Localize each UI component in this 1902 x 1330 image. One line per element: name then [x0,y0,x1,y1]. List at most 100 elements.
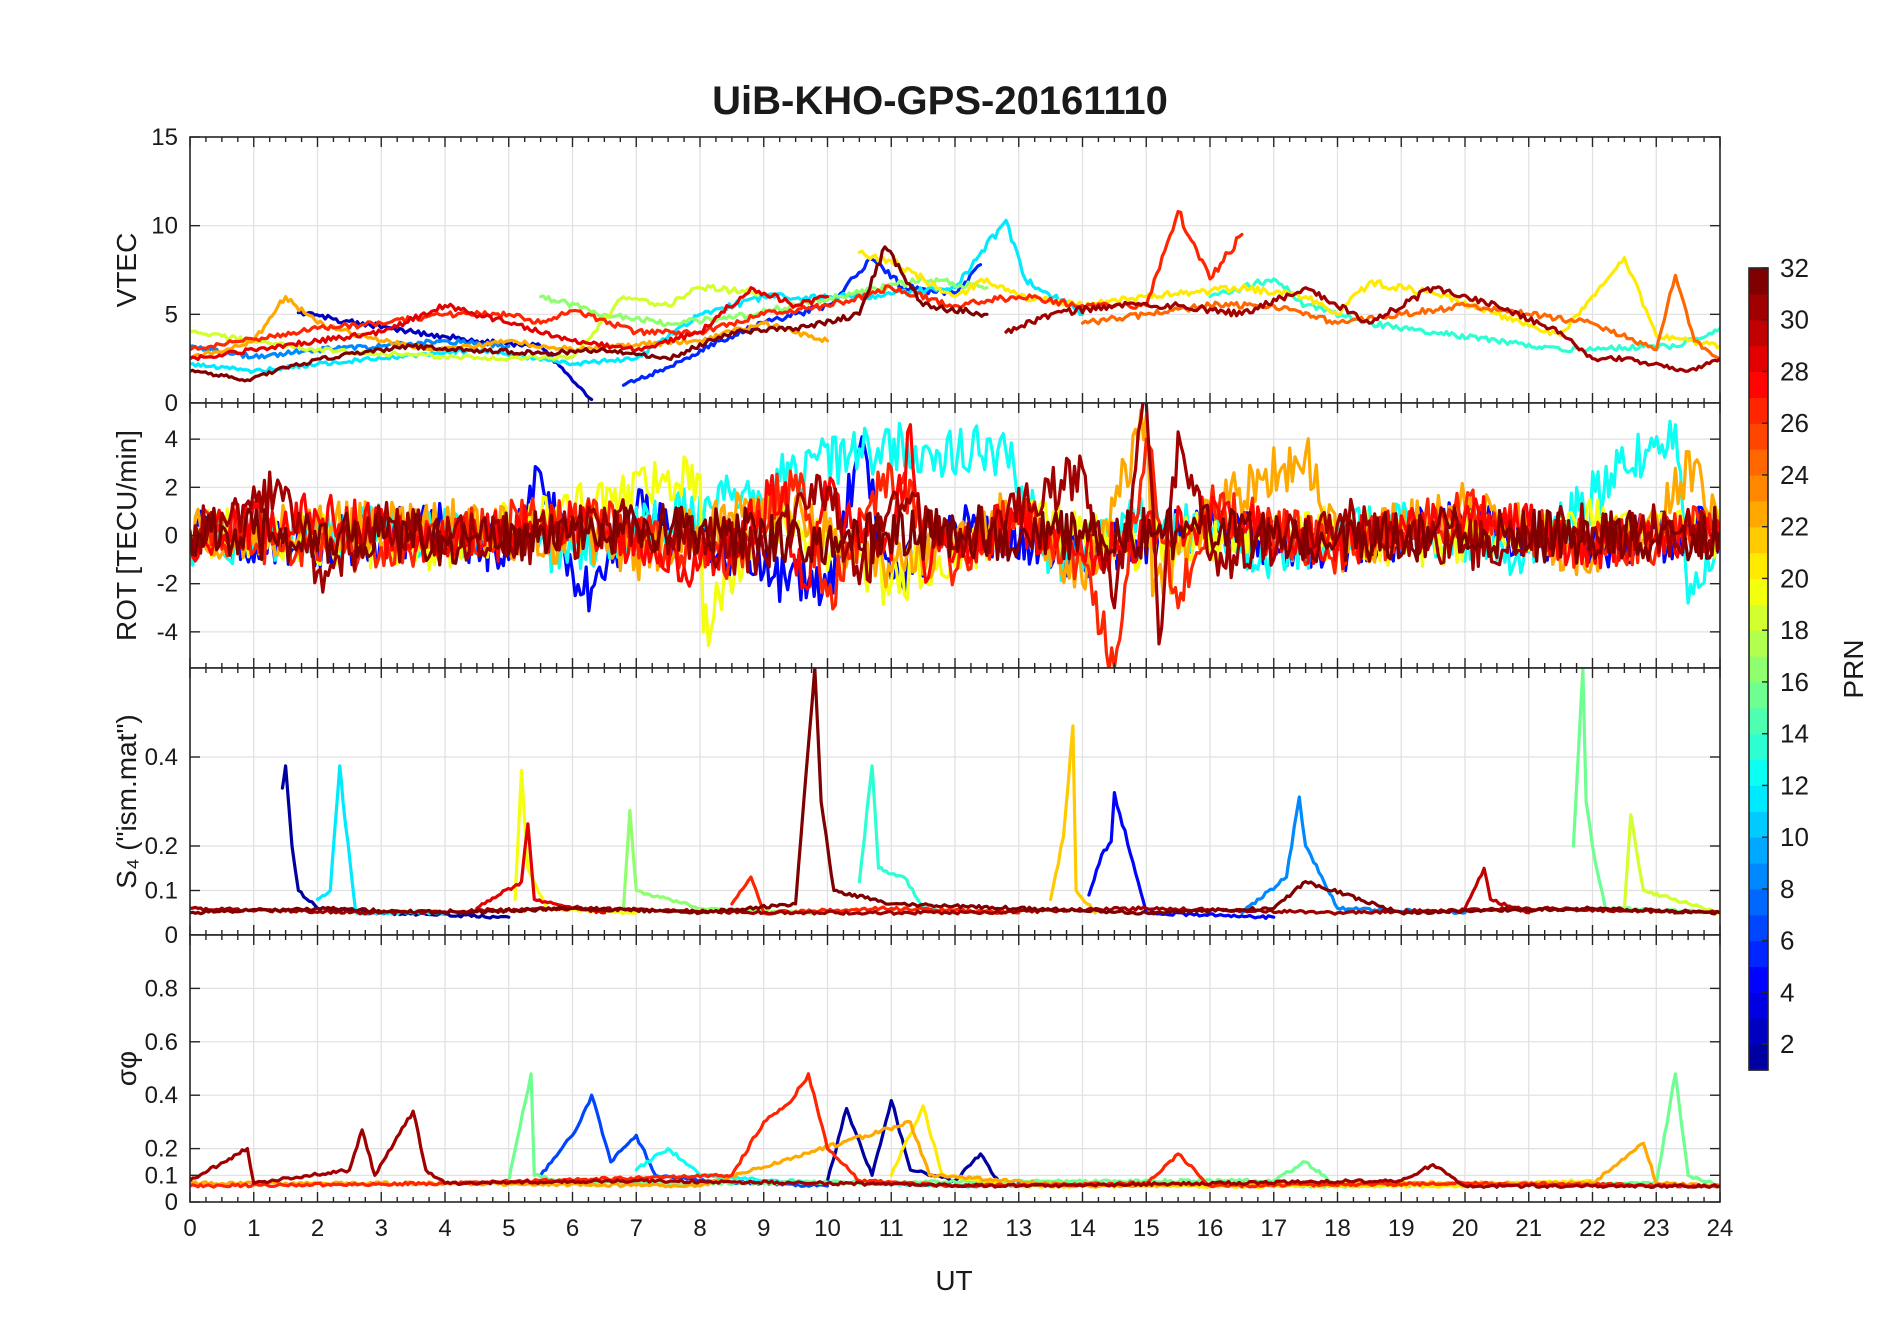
x-tick-label: 8 [693,1215,706,1242]
colorbar-swatch [1749,552,1768,580]
traces [190,209,1720,402]
x-tick-label: 23 [1643,1215,1670,1242]
x-tick-label: 17 [1260,1215,1287,1242]
colorbar-tick-label: 14 [1780,719,1809,749]
trace-prn-31 [190,1109,1720,1189]
x-tick-label: 4 [438,1215,451,1242]
colorbar-swatch [1749,1044,1768,1071]
trace-prn-12 [190,218,1085,375]
trace-prn-22 [1049,724,1097,915]
trace-prn-13 [190,419,1720,605]
colorbar-tick-label: 6 [1780,926,1794,956]
colorbar-tick-label: 16 [1780,667,1809,697]
colorbar-swatch [1749,449,1768,476]
y-tick-label: 5 [165,301,178,328]
y-tick-label: 0 [165,390,178,417]
x-tick-label: 9 [757,1215,770,1242]
colorbar-swatch [1749,914,1768,942]
colorbar-swatch [1749,837,1768,864]
y-tick-label: -2 [157,571,178,598]
colorbar-swatch [1749,500,1768,528]
colorbar-tick-label: 20 [1780,563,1809,593]
y-tick-label: 0.4 [145,744,178,771]
trace-prn-23 [190,295,830,361]
x-tick-label: 3 [375,1215,388,1242]
colorbar-swatch [1749,940,1768,968]
trace-prn-27 [190,209,1244,352]
colorbar-swatch [1749,268,1768,295]
colorbar-swatch [1749,707,1768,735]
y-tick-label: 0.1 [145,878,178,905]
colorbar-swatch [1749,759,1768,787]
x-tick-label: 19 [1388,1215,1415,1242]
colorbar-label: PRN [1838,639,1869,698]
colorbar-swatch [1749,578,1768,605]
colorbar-swatch [1749,474,1768,502]
x-axis: 0 1 2 3 4 5 6 7 8 9 10 11 12 13 14 15 16 17 18 19 20 21 22 23 24 [183,1215,1733,1242]
colorbar-tick-label: 26 [1780,408,1809,438]
trace-prn-14 [1208,277,1720,354]
colorbar-tick-label: 18 [1780,615,1809,645]
panel-vtec: 0 5 10 15 VTEC [111,124,1721,417]
y-axis-label: ROT [TECU/min] [111,430,142,641]
colorbar-swatch [1749,811,1768,838]
colorbar-swatch [1749,863,1768,890]
x-tick-label: 1 [247,1215,260,1242]
trace-prn-19 [190,283,766,362]
x-tick-label: 0 [183,1215,196,1242]
panel-rot: -4 -2 0 2 4 ROT [TECU/min] [111,402,1721,669]
colorbar-swatch [1749,992,1768,1019]
y-tick-label: 0.6 [145,1029,178,1056]
x-tick-label: 15 [1133,1215,1160,1242]
colorbar-swatch [1749,319,1768,347]
x-tick-label: 2 [311,1215,324,1242]
y-tick-label: 0.2 [145,1136,178,1163]
trace-prn-32 [190,668,1720,916]
trace-prn-31 [190,403,1720,646]
colorbar-swatch [1749,423,1768,450]
y-axis-label: S₄ ("ism.mat") [111,714,142,888]
x-tick-label: 12 [942,1215,969,1242]
x-tick-label: 14 [1069,1215,1096,1242]
traces [190,403,1720,668]
colorbar-tick-label: 4 [1780,977,1794,1007]
trace-prn-3 [296,310,594,402]
x-axis-label: UT [935,1265,972,1296]
y-axis-label: σφ [111,1051,142,1086]
x-tick-label: 21 [1515,1215,1542,1242]
x-tick-label: 11 [879,1215,904,1242]
x-tick-label: 6 [566,1215,579,1242]
traces [190,668,1720,920]
traces [190,1072,1720,1189]
y-tick-label: 2 [165,474,178,501]
y-tick-label: 0 [165,1189,178,1216]
x-tick-label: 5 [502,1215,515,1242]
x-tick-label: 22 [1579,1215,1606,1242]
y-tick-label: 15 [151,124,178,151]
colorbar-tick-label: 8 [1780,874,1794,904]
panel-sigma_phi: 00.10.2 0.4 0.6 0.8 σφ [111,934,1721,1216]
y-tick-label: 0.1 [145,1162,178,1189]
trace-prn-31 [1004,285,1720,373]
trace-prn-29 [190,286,830,362]
colorbar-tick-label: 32 [1780,253,1809,283]
colorbar-tick-label: 12 [1780,770,1809,800]
colorbar-tick-label: 22 [1780,512,1809,542]
trace-prn-19 [1622,813,1720,915]
trace-prn-17 [539,276,989,327]
y-tick-label: 10 [151,213,178,240]
colorbar-tick-label: 30 [1780,305,1809,335]
colorbar-swatch [1749,345,1768,373]
colorbar-tick-label: 24 [1780,460,1809,490]
colorbar-swatch [1749,681,1768,709]
colorbar-tick-label: 28 [1780,356,1809,386]
chart-title: UiB-KHO-GPS-20161110 [712,79,1168,123]
y-tick-label: 0.2 [145,833,178,860]
colorbar-swatch [1749,656,1768,683]
colorbar-swatch [1749,526,1768,554]
y-axis-label: VTEC [111,233,142,308]
colorbar-swatch [1749,630,1768,657]
